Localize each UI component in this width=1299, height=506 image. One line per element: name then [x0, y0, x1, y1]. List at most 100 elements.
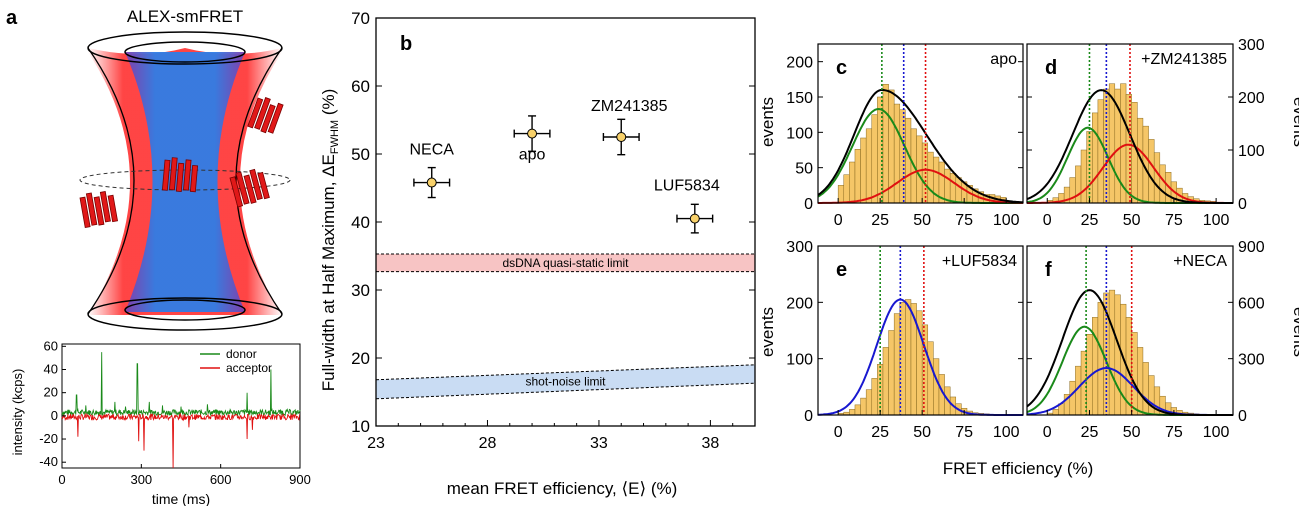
b-ytick-label: 20: [351, 349, 370, 368]
hist-xtick-label: 75: [1165, 212, 1183, 229]
hist-ytick-label: 900: [1238, 239, 1265, 256]
b-ytick-label: 10: [351, 417, 370, 436]
hist-bar: [1052, 409, 1059, 416]
hist-bar: [1131, 102, 1138, 204]
band-fill: [376, 364, 755, 399]
panel-letter: f: [1045, 259, 1052, 281]
panel-a: a ALEX-smFRET 0 300 600 900 60 40 20 0 -20 -40 in…: [6, 7, 311, 506]
hist-ytick-label: 300: [1238, 37, 1265, 54]
hist-xtick-label: 25: [1081, 424, 1099, 441]
data-point: [527, 128, 538, 139]
hist-xtick-label: 50: [913, 424, 931, 441]
hist-bar: [949, 173, 957, 204]
panel-b-frame: [375, 17, 756, 427]
hist-ytick-label: 150: [786, 90, 813, 107]
hist-bar: [865, 128, 873, 204]
trace-ytick-label: 60: [44, 338, 58, 353]
hist-bar: [854, 149, 861, 204]
trace-ylabel: intensity (kcps): [10, 369, 25, 456]
hist-ytick-label: 0: [804, 196, 813, 213]
hist-bar: [843, 174, 850, 204]
b-xtick-label: 28: [479, 435, 497, 452]
point-label: LUF5834: [654, 178, 720, 195]
hist-bar: [1148, 139, 1155, 204]
point-label: NECA: [410, 142, 455, 159]
hist-ylabel-left-bottom: events: [758, 307, 777, 357]
hist-bar: [854, 404, 861, 416]
b-xtick-label: 23: [367, 435, 385, 452]
hist-xtick-label: 25: [871, 424, 889, 441]
hist-bar: [955, 177, 962, 204]
panel-b-ylabel: Full-width at Half Maximum, ΔEFWHM (%): [319, 89, 341, 392]
hist-bar: [888, 330, 895, 416]
panel-a-title: ALEX-smFRET: [127, 7, 243, 26]
panel-b: dsDNA quasi-static limit shot-noise limit…: [319, 9, 756, 498]
trace-xlabel: time (ms): [152, 491, 210, 506]
hist-bar: [1153, 152, 1161, 204]
legend-donor: donor: [226, 347, 257, 361]
hist-bar: [921, 324, 929, 416]
hist-xtick-label: 25: [1081, 212, 1099, 229]
hist-ytick-label: 600: [1238, 295, 1265, 312]
band-lower-edge: [375, 382, 756, 400]
trace-frame: [61, 343, 301, 469]
hist-bar: [1114, 294, 1121, 416]
hist-bar: [893, 103, 901, 204]
band-label: dsDNA quasi-static limit: [502, 256, 629, 270]
hist-bar: [1069, 380, 1076, 416]
trace-xtick-label: 0: [58, 472, 65, 487]
fit-curve-total: [817, 88, 1024, 204]
hist-xtick-label: 75: [1165, 424, 1183, 441]
trace-xtick-label: 300: [130, 472, 152, 487]
hist-ytick-label: 0: [1238, 196, 1247, 213]
data-point: [689, 213, 700, 224]
hist-xtick-label: 0: [834, 424, 843, 441]
hist-xtick-label: 50: [1123, 424, 1141, 441]
hist-xtick-label: 100: [993, 212, 1020, 229]
hist-ytick-label: 0: [804, 408, 813, 425]
b-ytick-label: 30: [351, 281, 370, 300]
data-point: [426, 177, 437, 188]
b-ytick-label: 50: [351, 145, 370, 164]
acceptor-trace: [61, 412, 301, 469]
condition-tag: apo: [990, 51, 1017, 68]
hist-ylabel-right-bottom: events: [1290, 307, 1299, 357]
hist-bar: [1142, 362, 1149, 416]
b-xtick-label: 38: [702, 435, 720, 452]
b-xtick-label: 33: [590, 435, 608, 452]
hist-xtick-label: 50: [913, 212, 931, 229]
hist-ytick-label: 100: [786, 125, 813, 142]
hist-xtick-label: 0: [1043, 212, 1052, 229]
b-ytick-label: 40: [351, 213, 370, 232]
panel-b-xlabel: mean FRET efficiency, ⟨E⟩ (%): [447, 479, 678, 498]
hist-bar: [849, 161, 856, 204]
b-ytick-label: 60: [351, 77, 370, 96]
receptor-molecules: [79, 97, 284, 229]
hist-xtick-label: 50: [1123, 212, 1141, 229]
hist-xtick-label: 75: [955, 212, 973, 229]
panel-letter: e: [836, 259, 847, 281]
hist-bar: [865, 389, 873, 416]
hist-xtick-label: 100: [993, 424, 1020, 441]
hist-ylabel-right-top: events: [1290, 97, 1299, 147]
hist-bar: [1075, 165, 1082, 204]
band-label: shot-noise limit: [525, 375, 606, 389]
hist-ytick-label: 0: [1238, 408, 1247, 425]
condition-tag: +NECA: [1173, 253, 1227, 270]
hist-bar: [944, 168, 951, 204]
hist-bar: [1097, 99, 1104, 204]
hist-ytick-label: 300: [786, 239, 813, 256]
trace-ytick-label: -40: [39, 454, 58, 469]
hist-ylabel-left-top: events: [758, 97, 777, 147]
hist-bar: [1108, 289, 1116, 416]
hist-xtick-label: 100: [1203, 212, 1230, 229]
hist-ytick-label: 200: [786, 55, 813, 72]
hist-bar: [1131, 332, 1138, 416]
hist-bar: [1148, 375, 1155, 416]
panel-letter: d: [1045, 57, 1057, 79]
hist-xtick-label: 75: [955, 424, 973, 441]
hist-xlabel: FRET efficiency (%): [943, 459, 1094, 478]
histogram-panels: 0 25 50 75 100 0 50 100 150 200 c apo 0 25 50 75 100 0 100…: [786, 37, 1265, 441]
condition-tag: +LUF5834: [942, 253, 1017, 270]
